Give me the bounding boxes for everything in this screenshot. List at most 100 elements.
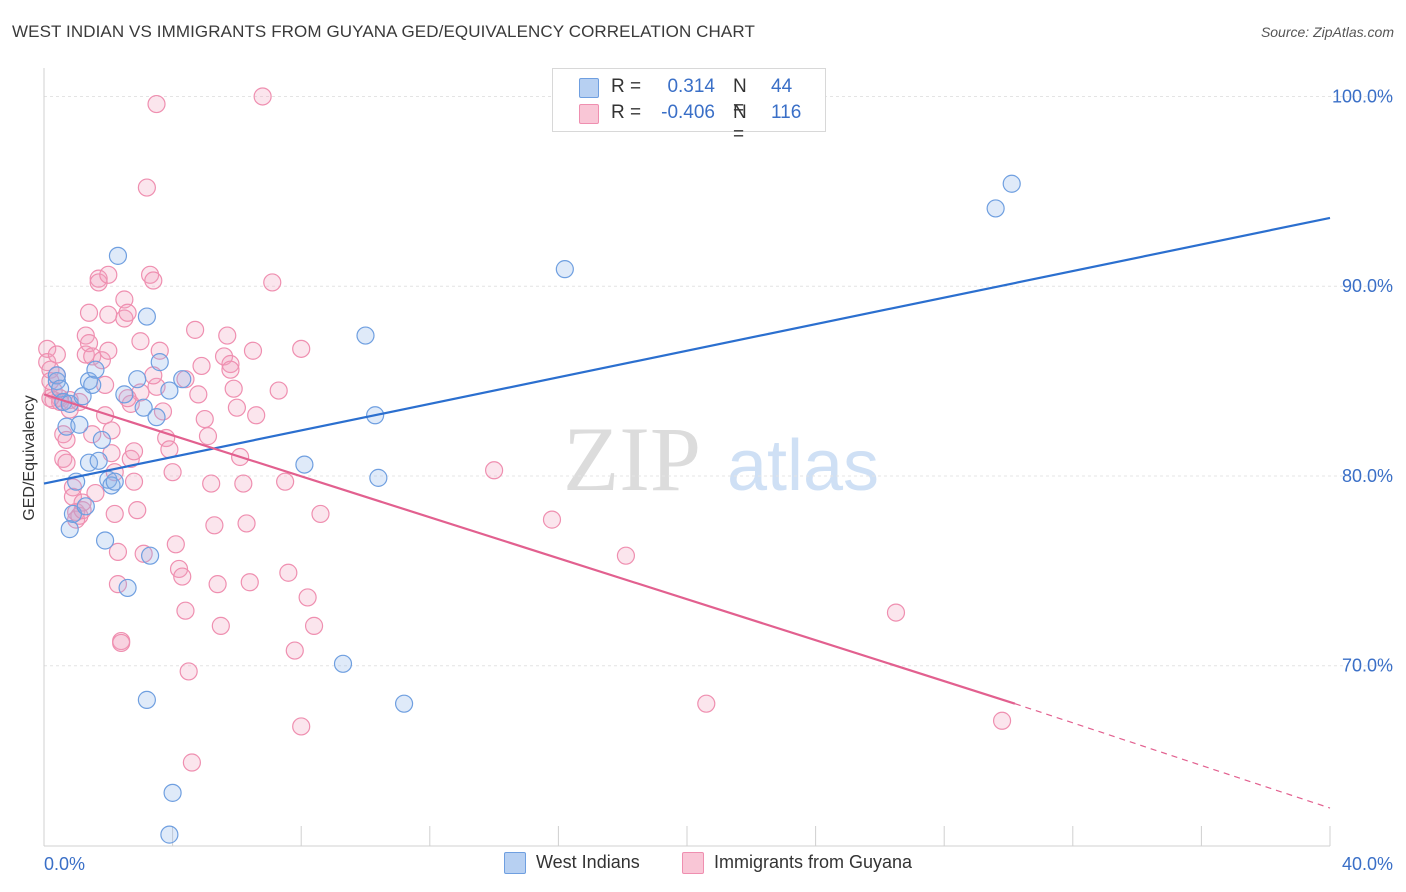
data-point-west-indians bbox=[150, 353, 169, 372]
data-point-guyana bbox=[137, 178, 156, 197]
data-point-guyana bbox=[992, 711, 1012, 730]
y-tick-label: 80.0% bbox=[1342, 466, 1393, 486]
data-point-guyana bbox=[234, 474, 253, 493]
data-point-guyana bbox=[192, 356, 211, 376]
data-point-guyana bbox=[182, 753, 201, 772]
data-point-west-indians bbox=[134, 398, 153, 417]
data-point-guyana bbox=[208, 575, 227, 594]
watermark-zip: ZIP bbox=[563, 408, 701, 510]
legend-n-label: N = bbox=[733, 76, 747, 119]
data-point-guyana bbox=[108, 542, 128, 561]
data-point-west-indians bbox=[105, 472, 124, 491]
source-credit: Source: ZipAtlas.com bbox=[1260, 24, 1394, 40]
legend-swatch-blue bbox=[579, 78, 599, 98]
data-point-west-indians bbox=[60, 520, 79, 539]
data-point-guyana bbox=[99, 305, 118, 324]
data-point-west-indians bbox=[137, 690, 156, 709]
data-point-guyana bbox=[144, 271, 163, 290]
data-point-guyana bbox=[124, 472, 144, 491]
data-point-guyana bbox=[224, 379, 243, 398]
data-point-west-indians bbox=[160, 381, 179, 400]
data-point-west-indians bbox=[295, 455, 314, 474]
legend-swatch-pink bbox=[579, 104, 599, 124]
data-point-west-indians bbox=[76, 497, 95, 516]
data-point-guyana bbox=[99, 265, 118, 284]
correlation-legend: R = 0.314 N = 44 R = -0.406 N = 116 bbox=[552, 68, 826, 145]
data-point-west-indians bbox=[118, 578, 137, 598]
y-tick-label: 100.0% bbox=[1332, 86, 1393, 106]
data-point-guyana bbox=[247, 406, 266, 425]
legend-r-label: R = bbox=[611, 102, 642, 123]
data-point-guyana bbox=[205, 516, 224, 535]
data-point-guyana bbox=[105, 504, 124, 524]
data-point-guyana bbox=[189, 385, 208, 404]
data-point-guyana bbox=[140, 265, 160, 284]
data-point-guyana bbox=[163, 463, 182, 482]
data-point-guyana bbox=[886, 603, 906, 622]
data-point-guyana bbox=[76, 345, 95, 364]
data-point-guyana bbox=[221, 360, 240, 379]
legend-label: West Indians bbox=[536, 852, 640, 872]
data-point-guyana bbox=[176, 601, 195, 620]
data-point-guyana bbox=[253, 87, 272, 106]
data-point-guyana bbox=[38, 339, 57, 358]
data-point-west-indians bbox=[137, 307, 156, 326]
data-point-guyana bbox=[86, 483, 105, 503]
data-point-guyana bbox=[134, 544, 153, 563]
data-point-guyana bbox=[240, 573, 259, 592]
data-point-guyana bbox=[237, 514, 256, 533]
legend-swatch-pink bbox=[682, 852, 704, 874]
data-point-guyana bbox=[179, 662, 198, 681]
data-point-guyana bbox=[227, 398, 246, 417]
data-point-west-indians bbox=[394, 694, 414, 713]
legend-r-value: -0.406 bbox=[661, 102, 715, 123]
series-guyana bbox=[38, 87, 1012, 772]
data-point-guyana bbox=[147, 94, 166, 114]
data-point-guyana bbox=[99, 341, 118, 360]
data-point-west-indians bbox=[369, 468, 388, 487]
data-point-west-indians bbox=[70, 415, 89, 434]
data-point-guyana bbox=[311, 504, 330, 524]
data-point-west-indians bbox=[54, 392, 73, 412]
legend-n-value: 44 bbox=[771, 76, 793, 97]
data-point-west-indians bbox=[160, 825, 179, 844]
data-point-guyana bbox=[57, 453, 76, 472]
data-point-west-indians bbox=[108, 246, 128, 265]
data-point-guyana bbox=[47, 345, 66, 364]
data-point-guyana bbox=[243, 341, 263, 360]
data-point-west-indians bbox=[89, 451, 108, 470]
data-point-guyana bbox=[92, 351, 111, 370]
data-point-west-indians bbox=[163, 783, 182, 802]
data-point-guyana bbox=[131, 332, 150, 351]
data-point-guyana bbox=[292, 717, 311, 736]
chart-title: WEST INDIAN VS IMMIGRANTS FROM GUYANA GE… bbox=[12, 22, 755, 41]
y-tick-label: 70.0% bbox=[1342, 656, 1393, 676]
data-point-guyana bbox=[128, 501, 147, 520]
data-point-west-indians bbox=[128, 370, 147, 389]
data-point-guyana bbox=[485, 461, 504, 480]
data-point-west-indians bbox=[173, 370, 192, 389]
data-point-west-indians bbox=[555, 260, 574, 279]
data-point-guyana bbox=[186, 320, 205, 339]
data-point-guyana bbox=[298, 588, 317, 607]
data-point-west-indians bbox=[1002, 174, 1021, 193]
trend-line-guyana bbox=[43, 393, 1016, 705]
legend-r-label: R = bbox=[611, 76, 642, 97]
legend-r-value: 0.314 bbox=[667, 76, 715, 97]
data-point-guyana bbox=[542, 510, 562, 529]
data-point-guyana bbox=[166, 535, 185, 554]
data-point-guyana bbox=[83, 425, 102, 444]
data-point-west-indians bbox=[86, 360, 105, 379]
series-west-indians bbox=[47, 174, 1021, 844]
data-point-guyana bbox=[292, 339, 311, 358]
data-point-guyana bbox=[60, 400, 79, 419]
data-point-guyana bbox=[697, 694, 716, 713]
data-point-guyana bbox=[124, 442, 144, 461]
data-point-west-indians bbox=[115, 385, 134, 404]
data-point-guyana bbox=[202, 474, 221, 493]
data-point-west-indians bbox=[147, 408, 166, 427]
x-tick-label: 40.0% bbox=[1342, 854, 1393, 874]
data-point-guyana bbox=[79, 303, 99, 322]
data-point-guyana bbox=[108, 575, 128, 594]
